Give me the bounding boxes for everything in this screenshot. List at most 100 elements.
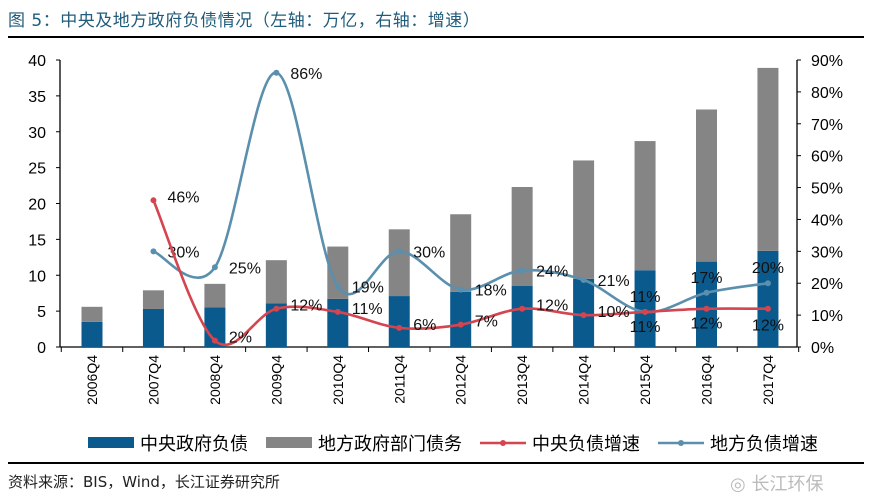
line-point	[642, 308, 649, 315]
line-point	[457, 321, 464, 328]
bar-central	[450, 291, 472, 347]
line-point	[764, 280, 771, 287]
data-label: 18%	[475, 283, 507, 300]
source-rule	[8, 462, 864, 464]
x-tick-label: 2009Q4	[268, 355, 284, 405]
x-tick-label: 2008Q4	[207, 355, 223, 405]
data-label: 17%	[690, 270, 722, 287]
data-label: 12%	[690, 316, 722, 333]
title-rule	[8, 36, 864, 38]
right-tick-label: 80%	[811, 85, 843, 102]
line-point	[334, 308, 341, 315]
x-tick-label: 2014Q4	[576, 355, 592, 405]
line-point	[396, 248, 403, 255]
bar-central	[696, 261, 717, 347]
left-tick-label: 30	[28, 125, 46, 142]
x-tick-label: 2017Q4	[760, 355, 776, 405]
x-tick-label: 2015Q4	[637, 355, 653, 405]
bar-central	[511, 286, 533, 347]
line-point	[519, 305, 526, 312]
line-point	[211, 337, 218, 344]
right-tick-label: 30%	[811, 244, 843, 261]
line-point	[273, 305, 280, 312]
bar-local	[757, 67, 779, 251]
data-label: 19%	[352, 279, 384, 296]
bar-central	[81, 321, 103, 347]
legend-label: 中央负债增速	[532, 434, 640, 454]
legend-label: 地方政府部门债务	[318, 434, 462, 454]
line-central-growth	[152, 199, 768, 347]
figure-title: 图 5：中央及地方政府负债情况（左轴：万亿，右轴：增速）	[8, 11, 481, 31]
line-point	[764, 305, 771, 312]
left-tick-label: 0	[37, 340, 46, 357]
data-label: 12%	[290, 298, 322, 315]
watermark: ◎ 长江环保	[730, 470, 823, 496]
x-tick-label: 2007Q4	[145, 355, 161, 405]
bar-local	[696, 109, 717, 262]
bar-local	[388, 229, 410, 297]
data-label: 24%	[536, 263, 568, 280]
bar-local	[511, 186, 533, 287]
data-label: 12%	[536, 298, 568, 315]
wechat-icon: ◎	[730, 474, 746, 495]
right-tick-label: 40%	[811, 212, 843, 229]
bar-central	[388, 296, 410, 347]
data-label: 86%	[290, 66, 322, 83]
line-point	[519, 267, 526, 274]
legend-swatch	[88, 437, 134, 448]
line-point	[703, 289, 710, 296]
data-label: 2%	[229, 330, 252, 347]
bar-local	[142, 290, 164, 309]
bar-central	[265, 303, 287, 347]
right-tick-label: 50%	[811, 181, 843, 198]
x-tick-label: 2013Q4	[514, 355, 530, 405]
data-label: 30%	[413, 244, 445, 261]
bar-central	[757, 250, 779, 347]
line-point	[457, 286, 464, 293]
data-label: 25%	[229, 260, 261, 277]
data-label: 11%	[630, 319, 661, 336]
x-tick-label: 2012Q4	[453, 355, 469, 405]
bar-local	[634, 141, 656, 271]
line-point	[211, 264, 218, 271]
bar-local	[327, 246, 349, 299]
bar-central	[327, 298, 349, 347]
data-label: 7%	[475, 314, 498, 331]
left-tick-label: 10	[28, 268, 46, 285]
data-label: 6%	[413, 317, 436, 334]
line-point	[580, 277, 587, 284]
data-label: 46%	[167, 189, 199, 206]
bar-local	[204, 283, 226, 308]
data-label: 11%	[352, 301, 383, 318]
data-label: 10%	[598, 304, 630, 321]
right-tick-label: 70%	[811, 117, 843, 134]
bar-local	[265, 260, 287, 304]
right-tick-label: 60%	[811, 149, 843, 166]
x-tick-label: 2011Q4	[391, 355, 407, 404]
left-tick-label: 5	[37, 304, 46, 321]
line-point	[150, 248, 157, 255]
left-tick-label: 40	[28, 53, 46, 70]
left-tick-label: 15	[28, 232, 46, 249]
data-label: 12%	[752, 318, 784, 335]
x-tick-label: 2010Q4	[330, 355, 346, 405]
bar-central	[634, 270, 656, 347]
data-label: 20%	[752, 260, 784, 277]
left-tick-label: 20	[28, 197, 46, 214]
watermark-text: 长江环保	[751, 474, 824, 495]
line-point	[580, 312, 587, 319]
line-point	[703, 305, 710, 312]
legend-label: 地方负债增速	[710, 434, 818, 454]
bar-local	[81, 306, 103, 322]
right-tick-label: 0%	[811, 340, 834, 357]
right-tick-label: 20%	[811, 276, 843, 293]
line-point	[334, 283, 341, 290]
bar-local	[450, 214, 472, 292]
legend-marker	[500, 440, 506, 446]
left-tick-label: 35	[28, 89, 46, 106]
line-point	[150, 197, 157, 204]
legend-label: 中央政府负债	[140, 434, 248, 454]
right-tick-label: 10%	[811, 308, 843, 325]
legend-swatch	[266, 437, 312, 448]
